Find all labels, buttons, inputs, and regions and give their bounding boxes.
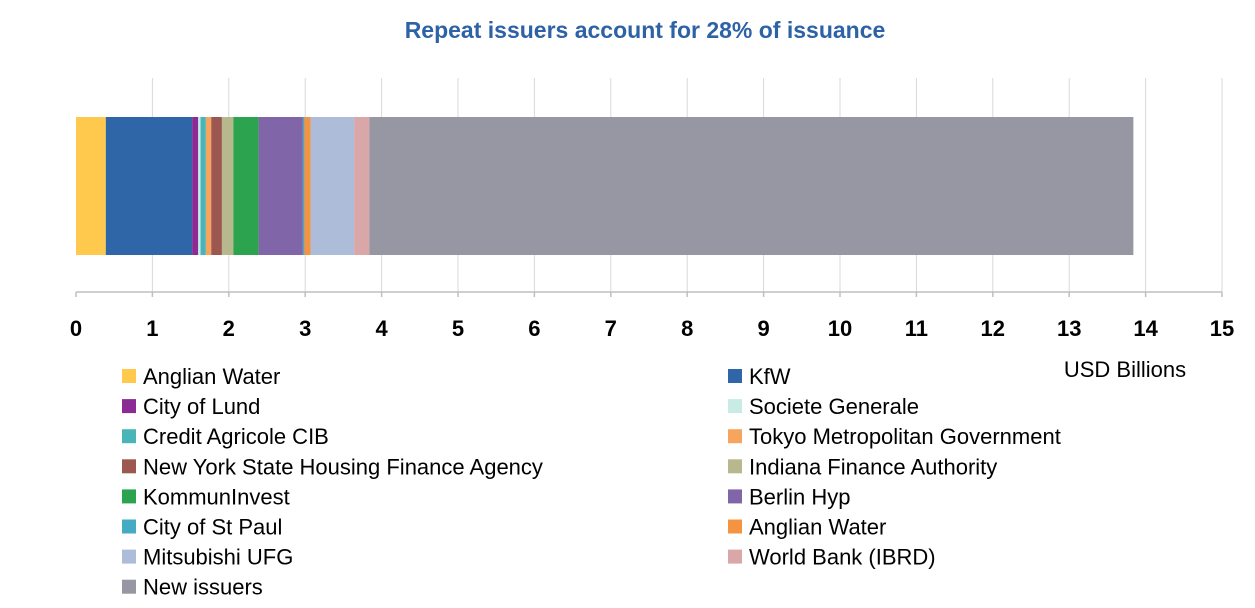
legend-swatch [728,429,742,444]
bar-segment [354,117,370,255]
legend-swatch [122,399,136,414]
tick-label: 14 [1133,316,1158,341]
tick-label: 10 [828,316,852,341]
legend-swatch [122,459,136,474]
bar-segment [221,117,234,255]
bar-segment [105,117,193,255]
bar-segment [304,117,311,255]
legend-swatch [728,369,742,383]
chart-title: Repeat issuers account for 28% of issuan… [405,17,886,43]
tick-label: 2 [223,316,235,341]
tick-label: 4 [375,316,388,341]
tick-label: 3 [299,316,311,341]
legend-swatch [122,429,136,444]
legend-swatch [728,519,742,534]
legend: Anglian Water KfW City of Lund Societe Gene… [122,364,1061,600]
bar-segment [211,117,222,255]
bar-segment [310,117,355,255]
legend-swatch [728,549,742,564]
tick-label: 13 [1057,316,1081,341]
x-axis-label: USD Billions [1064,357,1186,382]
bar-segment [205,117,212,255]
legend-label: Credit Agricole CIB [143,424,329,449]
legend-label: KfW [749,364,791,389]
legend-swatch [728,399,742,414]
tick-label: 8 [681,316,693,341]
legend-label: New issuers [143,575,263,600]
tick-label: 11 [905,316,928,341]
tick-label: 6 [528,316,540,341]
tick-label: 15 [1210,316,1234,341]
legend-swatch [122,369,136,383]
legend-swatch [728,459,742,474]
bar-segment [192,117,199,255]
legend-swatch [122,519,136,534]
tick-label: 5 [452,316,464,341]
legend-label: World Bank (IBRD) [749,545,936,570]
legend-label: Indiana Finance Authority [749,454,997,479]
legend-label: Anglian Water [749,515,886,540]
legend-label: Tokyo Metropolitan Government [749,424,1061,449]
tick-label: 12 [981,316,1005,341]
legend-label: KommunInvest [143,484,290,509]
bar-segment [369,117,1134,255]
tick-label: 7 [605,316,617,341]
bar-segments [76,117,1134,255]
legend-label: New York State Housing Finance Agency [143,454,543,479]
legend-swatch [728,489,742,504]
legend-swatch [122,549,136,564]
legend-label: Berlin Hyp [749,484,850,509]
legend-label: Mitsubishi UFG [143,545,293,570]
legend-label: Societe Generale [749,394,919,419]
tick-label: 9 [757,316,769,341]
legend-label: Anglian Water [143,364,280,389]
tick-label: 0 [70,316,82,341]
legend-label: City of Lund [143,394,260,419]
x-axis-ticks: 0 1 2 3 4 5 6 7 8 9 10 11 12 13 14 15 [70,292,1234,341]
legend-swatch [122,489,136,504]
bar-segment [302,117,305,255]
bar-segment [258,117,303,255]
bar-segment [200,117,206,255]
bar-segment [76,117,106,255]
bar-segment [233,117,259,255]
legend-swatch [122,579,136,594]
tick-label: 1 [146,316,158,341]
legend-label: City of St Paul [143,515,282,540]
bar-segment [198,117,201,255]
